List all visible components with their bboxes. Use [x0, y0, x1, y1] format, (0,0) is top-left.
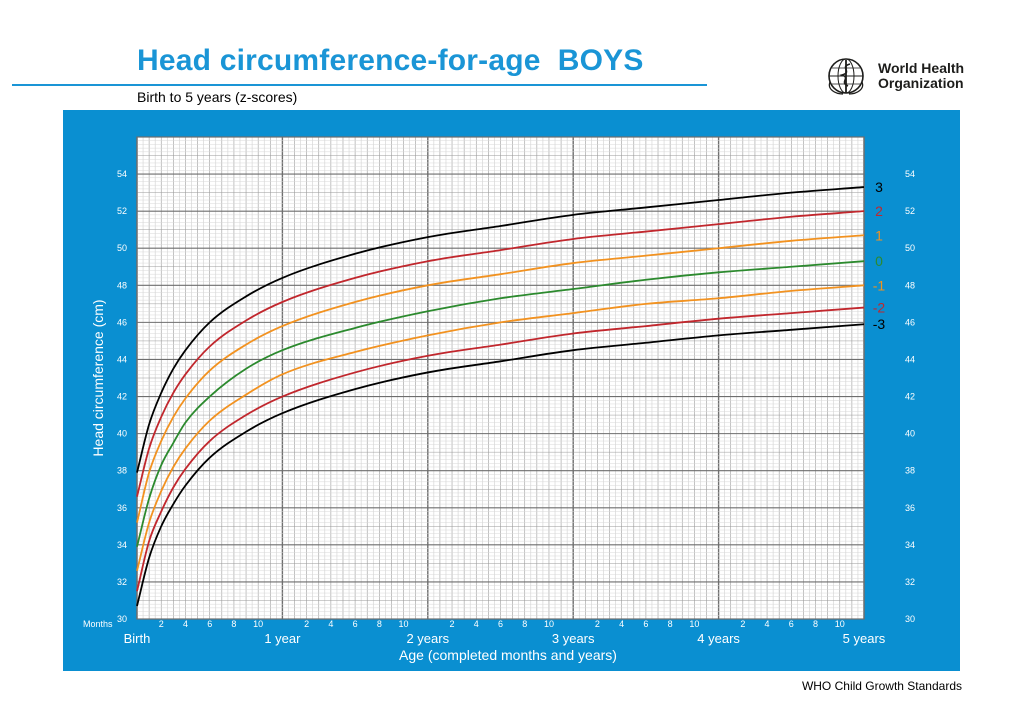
chart-panel: 30 32 34 36 38 40 42 44 46 48 50 52 54 30 32 34 36 38 40 4…	[63, 110, 960, 671]
chart-title: Head circumference-for-age BOYS	[137, 44, 644, 77]
x-minor-tick-label: 10	[689, 619, 699, 629]
y-tick-label: 36	[117, 503, 127, 513]
y-tick-label: 48	[117, 280, 127, 290]
x-major-tick-label: 5 years	[843, 631, 886, 646]
x-minor-tick-label: 2	[304, 619, 309, 629]
x-tick-labels: 2 4 6 8 10 2 4 6 8 10 2 4 6 8 10 2 4 6 8 10 2 4 6 8 10 Birth 1 yea…	[124, 619, 886, 646]
series-labels: 3 2 1 0 -1 -2-3	[873, 179, 886, 332]
y-tick-label: 54	[117, 169, 127, 179]
y-tick-label-right: 50	[905, 243, 915, 253]
zscore-line--3	[136, 323, 865, 607]
x-minor-tick-label: 6	[789, 619, 794, 629]
y-tick-label: 38	[117, 466, 127, 476]
x-minor-tick-label: 8	[668, 619, 673, 629]
x-minor-tick-label: 6	[353, 619, 358, 629]
x-major-tick-label: 3 years	[552, 631, 595, 646]
plot-border	[136, 136, 865, 620]
x-minor-tick-label: 6	[498, 619, 503, 629]
x-major-tick-label: 4 years	[697, 631, 740, 646]
x-minor-tick-label: 4	[765, 619, 770, 629]
x-minor-tick-label: 10	[399, 619, 409, 629]
zscore-label-1: 1	[875, 227, 883, 243]
x-minor-tick-label: 2	[740, 619, 745, 629]
y-tick-label: 46	[117, 317, 127, 327]
x-minor-tick-label: 8	[522, 619, 527, 629]
x-minor-tick-label: 4	[183, 619, 188, 629]
x-minor-tick-label: 2	[450, 619, 455, 629]
y-tick-label: 42	[117, 392, 127, 402]
y-tick-label: 32	[117, 577, 127, 587]
zscore-line--1	[136, 284, 865, 572]
y-tick-label: 30	[117, 614, 127, 624]
zscore-line-3	[136, 186, 865, 473]
x-minor-tick-label: 10	[835, 619, 845, 629]
y-tick-label: 52	[117, 206, 127, 216]
y-tick-label-right: 30	[905, 614, 915, 624]
chart-subtitle: Birth to 5 years (z-scores)	[137, 89, 298, 105]
x-major-tick-label: Birth	[124, 631, 151, 646]
y-tick-label-right: 40	[905, 429, 915, 439]
y-tick-label-right: 32	[905, 577, 915, 587]
x-minor-tick-label: 8	[813, 619, 818, 629]
y-tick-label-right: 42	[905, 392, 915, 402]
x-major-tick-label: 1 year	[264, 631, 301, 646]
x-minor-tick-label: 2	[595, 619, 600, 629]
y-tick-label: 40	[117, 429, 127, 439]
months-unit-label: Months	[83, 619, 113, 629]
x-minor-tick-label: 8	[377, 619, 382, 629]
zscore-label-2: 2	[875, 203, 883, 219]
zscore-line-0	[136, 260, 865, 547]
x-minor-tick-label: 10	[544, 619, 554, 629]
x-minor-tick-label: 4	[328, 619, 333, 629]
y-tick-label: 34	[117, 540, 127, 550]
y-tick-label-right: 52	[905, 206, 915, 216]
zscore-label--3: -3	[873, 316, 886, 332]
zscore-label-3: 3	[875, 179, 883, 195]
zscore-label--1: -1	[873, 277, 886, 293]
x-minor-tick-label: 10	[253, 619, 263, 629]
x-major-tick-label: 2 years	[406, 631, 449, 646]
who-name-line1: World Health	[878, 60, 965, 76]
y-tick-label-right: 36	[905, 503, 915, 513]
grid	[136, 136, 865, 620]
x-minor-tick-label: 6	[643, 619, 648, 629]
x-minor-tick-label: 4	[619, 619, 624, 629]
y-tick-label-right: 46	[905, 317, 915, 327]
x-minor-tick-label: 6	[207, 619, 212, 629]
zscore-line--2	[136, 306, 865, 592]
zscore-curves	[136, 186, 865, 607]
zscore-label-0: 0	[875, 253, 883, 269]
y-tick-labels-left: 30 32 34 36 38 40 42 44 46 48 50 52 54	[117, 169, 127, 624]
who-logo: World Health Organization	[826, 56, 966, 98]
y-tick-label: 50	[117, 243, 127, 253]
y-tick-label-right: 38	[905, 466, 915, 476]
title-underline	[12, 84, 707, 86]
x-minor-tick-label: 8	[231, 619, 236, 629]
who-wordmark: World Health Organization	[878, 61, 964, 91]
zscore-line-1	[136, 234, 865, 523]
y-axis-label: Head circumference (cm)	[90, 299, 106, 456]
y-tick-labels-right: 30 32 34 36 38 40 42 44 46 48 50 52 54	[905, 169, 915, 624]
x-axis-label: Age (completed months and years)	[399, 647, 617, 663]
y-tick-label-right: 48	[905, 280, 915, 290]
footer-credit: WHO Child Growth Standards	[801, 679, 962, 693]
who-name-line2: Organization	[878, 75, 964, 91]
y-tick-label-right: 54	[905, 169, 915, 179]
zscore-label--2: -2	[873, 300, 886, 316]
zscore-line-2	[136, 210, 865, 497]
who-emblem-icon	[828, 58, 864, 95]
y-tick-label: 44	[117, 354, 127, 364]
y-tick-label-right: 44	[905, 354, 915, 364]
y-tick-label-right: 34	[905, 540, 915, 550]
x-minor-tick-label: 4	[474, 619, 479, 629]
x-minor-tick-label: 2	[159, 619, 164, 629]
